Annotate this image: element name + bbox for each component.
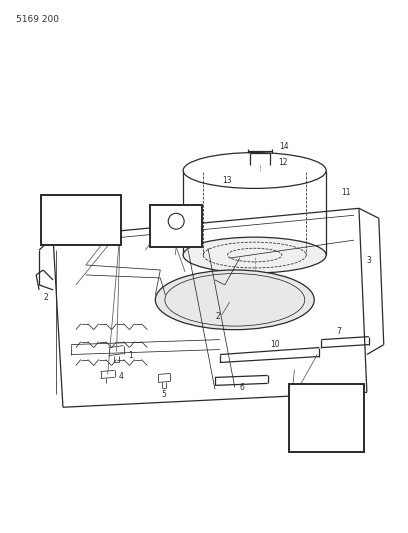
- Text: 2: 2: [44, 293, 49, 302]
- Text: 7: 7: [337, 327, 341, 336]
- Text: 5169 200: 5169 200: [16, 15, 59, 24]
- Bar: [151, 205, 202, 247]
- Text: 12: 12: [278, 158, 287, 167]
- Text: 8: 8: [297, 392, 302, 401]
- Text: 10: 10: [270, 340, 279, 349]
- Text: 4: 4: [119, 372, 124, 381]
- Text: 9: 9: [297, 434, 302, 443]
- Text: 6: 6: [239, 383, 244, 392]
- Text: 2: 2: [215, 312, 220, 321]
- Text: 5: 5: [162, 390, 167, 399]
- Ellipse shape: [155, 270, 314, 330]
- Text: 16: 16: [49, 231, 59, 240]
- Bar: [289, 384, 364, 452]
- Text: 3: 3: [366, 255, 371, 264]
- Text: 11: 11: [341, 188, 351, 197]
- Text: 1: 1: [129, 351, 133, 360]
- Text: 13: 13: [222, 176, 232, 185]
- Text: 14: 14: [279, 142, 289, 151]
- Text: 3: 3: [148, 239, 153, 248]
- Text: 15: 15: [158, 238, 168, 247]
- Ellipse shape: [183, 237, 326, 273]
- Bar: [41, 196, 121, 245]
